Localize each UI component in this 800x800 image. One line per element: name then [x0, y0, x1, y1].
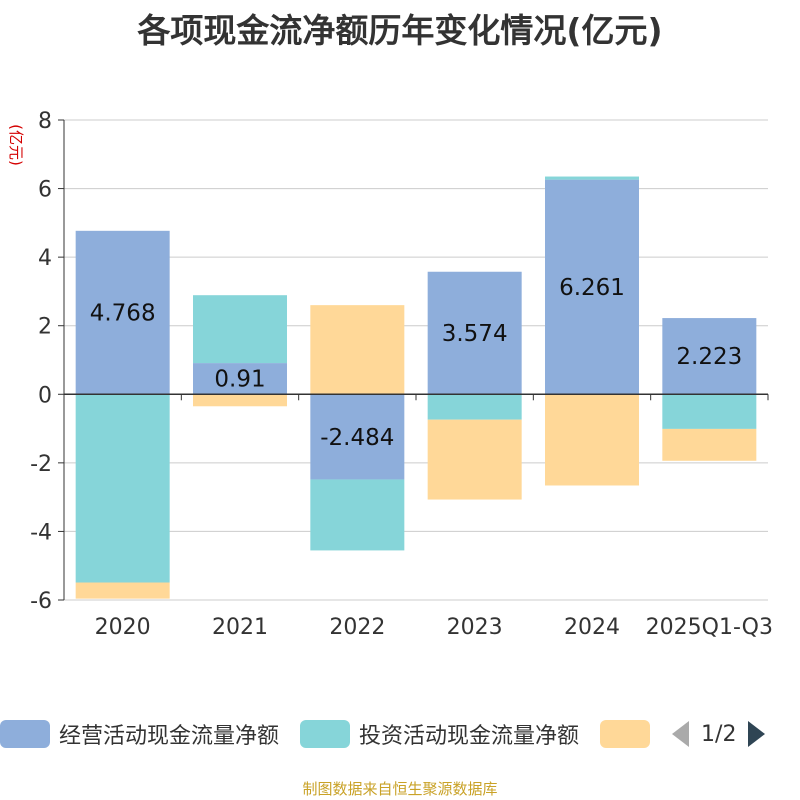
- legend-label-operating: 经营活动现金流量净额: [59, 724, 280, 749]
- legend-swatch-operating: [0, 720, 50, 748]
- bar-series-2-2021[interactable]: [193, 394, 287, 407]
- bar-series-2-2020[interactable]: [75, 582, 170, 599]
- bar-series-2-2025Q1-Q3[interactable]: [662, 428, 757, 461]
- data-label: 2.223: [676, 344, 742, 370]
- data-label: 6.261: [559, 275, 625, 301]
- bar-series-0-2024[interactable]: [545, 179, 639, 395]
- y-tick-label: 2: [38, 315, 52, 340]
- data-label: -2.484: [320, 425, 394, 451]
- x-tick-label: 2025Q1-Q3: [646, 615, 773, 640]
- bar-series-0-2025Q1-Q3[interactable]: [662, 318, 757, 395]
- bar-series-0-2021[interactable]: [193, 363, 287, 395]
- bar-series-1-2025Q1-Q3[interactable]: [662, 394, 757, 429]
- legend-prev-icon[interactable]: [672, 721, 690, 747]
- x-tick-label: 2023: [447, 615, 503, 640]
- bar-series-1-2020[interactable]: [75, 394, 170, 583]
- chart-area: -6 -4 -2 0 2 4 6 8 4.768 0.91 -2.484 3.574 6.261 2.22…: [7, 109, 773, 640]
- bar-series-1-2021[interactable]: [193, 295, 287, 364]
- y-axis-label: (亿元): [7, 124, 25, 166]
- gridlines: [64, 119, 768, 601]
- y-tick-label: 4: [38, 246, 52, 271]
- bar-series-1-2022[interactable]: [310, 479, 405, 551]
- bars: [75, 176, 757, 599]
- x-tick-label: 2021: [212, 615, 268, 640]
- legend-item-investing[interactable]: 投资活动现金流量净额: [300, 718, 579, 750]
- bar-series-0-2020[interactable]: [75, 230, 170, 395]
- x-tick-label: 2024: [564, 615, 620, 640]
- legend-item-operating[interactable]: 经营活动现金流量净额: [0, 718, 279, 750]
- legend-pager: 1/2: [672, 721, 766, 747]
- data-label: 0.91: [214, 367, 265, 393]
- labels: -6 -4 -2 0 2 4 6 8 4.768 0.91 -2.484 3.574 6.261 2.22…: [7, 109, 773, 640]
- legend-item-financing[interactable]: [600, 720, 651, 748]
- bar-series-2-2023[interactable]: [427, 419, 522, 500]
- y-tick-label: -4: [30, 520, 52, 545]
- axes: [58, 119, 769, 601]
- legend-label-investing: 投资活动现金流量净额: [359, 724, 580, 749]
- chart-title: 各项现金流净额历年变化情况(亿元): [137, 11, 663, 50]
- legend-page-indicator: 1/2: [701, 721, 737, 747]
- bar-series-1-2023[interactable]: [427, 394, 522, 420]
- y-tick-label: 0: [38, 383, 52, 408]
- bar-series-0-2023[interactable]: [427, 271, 522, 395]
- source-note: 制图数据来自恒生聚源数据库: [302, 780, 498, 798]
- bar-series-2-2022[interactable]: [310, 305, 405, 395]
- y-tick-label: 6: [38, 178, 52, 203]
- legend: 经营活动现金流量净额 投资活动现金流量净额 1/2: [0, 714, 800, 754]
- data-label: 3.574: [442, 321, 508, 347]
- legend-next-icon[interactable]: [748, 721, 766, 747]
- y-tick-label: -6: [30, 589, 52, 614]
- y-tick-label: 8: [38, 109, 52, 134]
- x-tick-label: 2022: [329, 615, 385, 640]
- data-label: 4.768: [90, 301, 156, 327]
- bar-series-2-2024[interactable]: [545, 394, 639, 486]
- legend-swatch-investing: [300, 720, 351, 748]
- y-tick-label: -2: [30, 452, 52, 477]
- bar-series-0-2022[interactable]: [310, 394, 405, 480]
- legend-swatch-financing: [600, 720, 651, 748]
- bar-series-1-2024[interactable]: [545, 176, 639, 180]
- x-tick-label: 2020: [95, 615, 151, 640]
